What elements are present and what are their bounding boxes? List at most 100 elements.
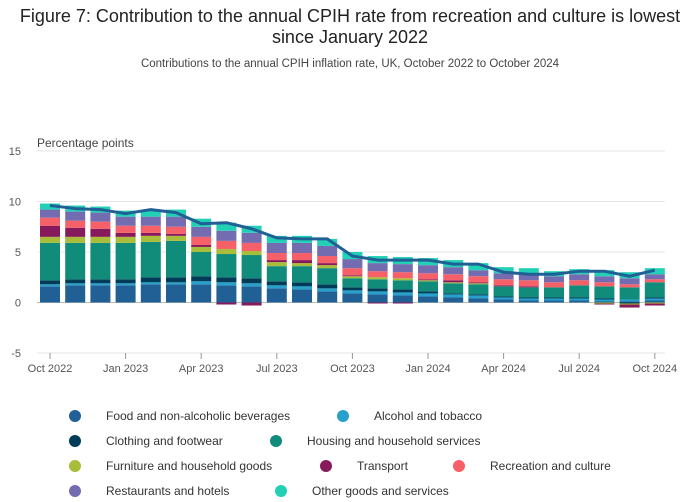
bar-segment-3-23: [619, 287, 640, 300]
x-tick-label: Jan 2023: [103, 363, 148, 375]
bar-segment-6-6: [191, 236, 212, 245]
bar-segment-7-13: [367, 263, 388, 272]
bar-segment-4-7: [216, 248, 237, 255]
bar-segment-1-1: [65, 283, 86, 286]
bar-segment-5-15: [418, 279, 438, 281]
bar-segment-1-15: [418, 293, 438, 297]
bar-segment-0-14: [392, 295, 413, 303]
y-tick-label: 15: [9, 146, 21, 158]
bar-segment-5-1: [65, 227, 86, 237]
bar-segment-4-3: [115, 236, 136, 243]
bar-segment-1-8: [241, 283, 262, 287]
bar-segment-1-0: [40, 284, 60, 287]
bar-segment-2-23: [619, 302, 640, 304]
bar-segment-6-24: [644, 279, 665, 283]
bar-segment-5-6: [191, 244, 212, 247]
bar-segment-0-2: [90, 285, 111, 303]
bar-segment-0-8: [241, 286, 262, 303]
bar-segment-2-20: [544, 297, 564, 299]
x-tick-label: Oct 2022: [28, 363, 73, 375]
bar-segment-3-1: [65, 242, 86, 280]
y-tick-label: 5: [15, 247, 21, 259]
bar-segment-3-21: [569, 285, 590, 298]
bar-segment-2-1: [65, 279, 86, 284]
bar-segment-7-11: [317, 245, 338, 257]
legend-swatch: [320, 460, 332, 472]
bar-segment-5-13: [367, 302, 388, 304]
bar-segment-4-5: [166, 235, 186, 241]
bar-segment-7-6: [191, 226, 212, 237]
bar-segment-5-12: [342, 275, 363, 277]
bar-segment-0-10: [292, 289, 312, 303]
bar-segment-3-7: [216, 254, 237, 278]
x-tick-label: Apr 2023: [179, 363, 224, 375]
bar-segment-4-23: [619, 303, 640, 305]
bar-segment-3-2: [90, 242, 111, 280]
bar-segment-0-4: [140, 284, 161, 303]
bar-segment-3-14: [392, 280, 413, 290]
bar-segment-2-10: [292, 282, 312, 287]
bar-segment-0-24: [644, 300, 665, 303]
bar-segment-6-4: [140, 225, 161, 233]
bar-segment-2-17: [468, 294, 489, 296]
bar-segment-5-5: [166, 233, 186, 236]
bar-segment-5-10: [292, 260, 312, 264]
bar-segment-1-11: [317, 288, 338, 292]
bar-segment-2-5: [166, 277, 186, 283]
bar-segment-3-19: [518, 287, 539, 298]
bar-segment-6-18: [493, 279, 514, 286]
bar-segment-2-15: [418, 291, 438, 294]
bar-segment-0-17: [468, 298, 489, 303]
bar-segment-0-1: [65, 285, 86, 303]
bar-segment-1-2: [90, 283, 111, 286]
bar-segment-1-20: [544, 298, 564, 301]
bar-segment-5-14: [392, 302, 413, 304]
bar-segment-2-3: [115, 279, 136, 284]
legend-swatch: [453, 460, 465, 472]
bar-segment-1-14: [392, 292, 413, 296]
bar-segment-6-16: [443, 274, 464, 281]
bar-segment-6-17: [468, 276, 489, 283]
legend-swatch: [275, 485, 287, 497]
bar-segment-5-23: [619, 304, 640, 308]
bar-segment-7-12: [342, 259, 363, 269]
bar-segment-4-24: [644, 302, 665, 304]
bar-segment-7-10: [292, 242, 312, 254]
bar-segment-2-14: [392, 289, 413, 293]
bar-segment-3-24: [644, 282, 665, 298]
bar-segment-1-6: [191, 281, 212, 285]
bar-segment-4-17: [468, 283, 489, 285]
bar-segment-3-18: [493, 286, 514, 297]
bar-segment-1-4: [140, 282, 161, 285]
bar-segment-1-17: [468, 295, 489, 299]
bar-segment-0-9: [266, 288, 287, 303]
y-tick-label: 0: [15, 298, 21, 310]
bar-segment-6-12: [342, 268, 363, 276]
bar-segment-0-15: [418, 296, 438, 303]
legend-label: Food and non-alcoholic beverages: [106, 409, 291, 423]
bar-segment-4-16: [443, 282, 464, 284]
bar-segment-7-23: [619, 278, 640, 285]
bar-segment-0-18: [493, 299, 514, 303]
x-tick-label: Apr 2024: [481, 363, 526, 375]
bar-segment-2-11: [317, 284, 338, 289]
bar-segment-6-8: [241, 242, 262, 251]
bar-segment-3-11: [317, 268, 338, 285]
bar-segment-8-9: [266, 235, 287, 243]
bar-segment-5-18: [493, 285, 514, 287]
bar-segment-8-11: [317, 238, 338, 246]
chart-subtitle: Contributions to the annual CPIH inflati…: [140, 58, 560, 70]
x-tick-label: Jul 2023: [256, 363, 298, 375]
bar-segment-6-9: [266, 253, 287, 261]
bar-segment-8-7: [216, 222, 237, 231]
x-tick-label: Oct 2024: [632, 363, 677, 375]
legend-swatch: [69, 460, 81, 472]
bar-segment-2-12: [342, 287, 363, 291]
bar-segment-0-19: [518, 300, 539, 303]
cpih-line: [49, 204, 656, 278]
bar-segment-6-0: [40, 217, 60, 226]
bar-segment-5-0: [40, 225, 60, 237]
bar-segment-4-2: [90, 236, 111, 243]
bar-segment-5-9: [266, 260, 287, 263]
bar-segment-1-13: [367, 291, 388, 295]
